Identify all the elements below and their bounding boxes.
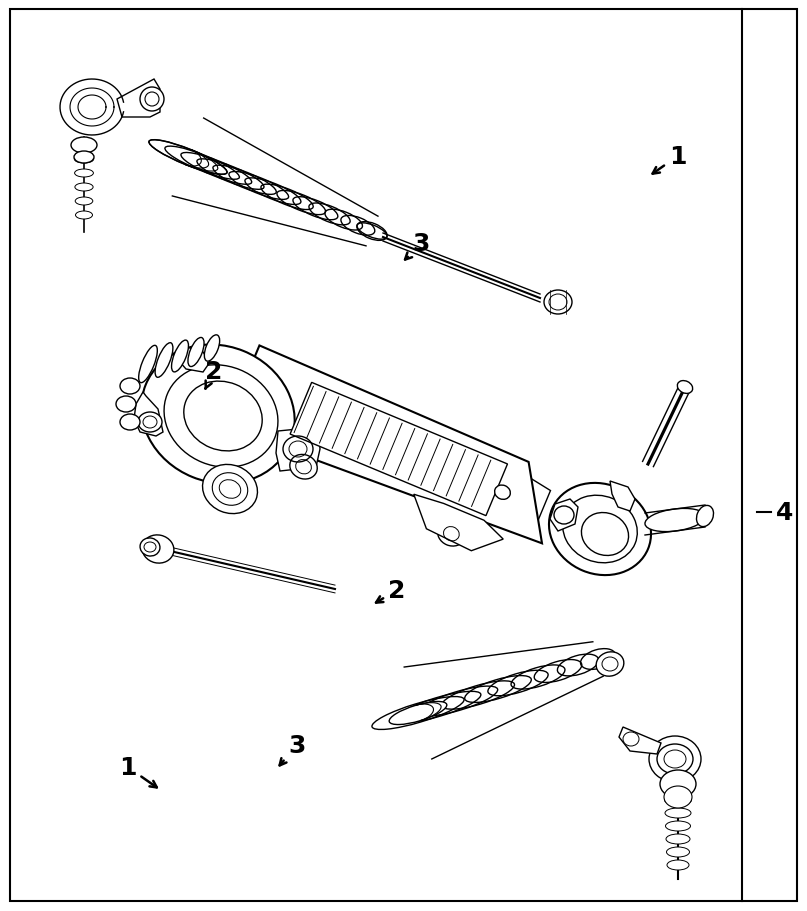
Ellipse shape [71, 138, 97, 154]
Ellipse shape [120, 415, 140, 431]
Ellipse shape [74, 142, 94, 149]
Ellipse shape [203, 465, 257, 514]
Ellipse shape [204, 335, 220, 362]
Ellipse shape [290, 455, 317, 479]
Polygon shape [619, 727, 661, 754]
Polygon shape [550, 499, 578, 531]
Text: 3: 3 [405, 232, 430, 261]
Ellipse shape [188, 338, 204, 367]
Ellipse shape [562, 496, 638, 563]
Ellipse shape [142, 536, 174, 564]
Polygon shape [173, 346, 210, 373]
Ellipse shape [138, 413, 162, 433]
Ellipse shape [696, 506, 713, 527]
Ellipse shape [212, 473, 248, 506]
Polygon shape [134, 393, 163, 436]
Polygon shape [414, 495, 504, 551]
Ellipse shape [140, 538, 160, 557]
Ellipse shape [164, 365, 278, 467]
Ellipse shape [549, 484, 651, 576]
Ellipse shape [649, 736, 701, 783]
Text: 1: 1 [653, 145, 687, 174]
Ellipse shape [667, 847, 689, 857]
Text: 2: 2 [376, 578, 406, 603]
Ellipse shape [660, 770, 696, 798]
Ellipse shape [172, 341, 189, 373]
Polygon shape [226, 346, 542, 544]
Ellipse shape [141, 345, 295, 484]
Ellipse shape [554, 507, 574, 525]
Ellipse shape [596, 652, 624, 677]
Polygon shape [117, 80, 160, 118]
Ellipse shape [74, 152, 94, 164]
Circle shape [140, 87, 164, 112]
Ellipse shape [544, 291, 572, 314]
Ellipse shape [184, 382, 262, 452]
Ellipse shape [664, 783, 692, 793]
Text: 4: 4 [776, 500, 793, 524]
Ellipse shape [155, 343, 173, 378]
Ellipse shape [437, 522, 465, 547]
Ellipse shape [677, 381, 692, 394]
Ellipse shape [75, 198, 93, 206]
Ellipse shape [623, 732, 639, 746]
Ellipse shape [74, 169, 94, 178]
Ellipse shape [75, 184, 93, 192]
Ellipse shape [139, 346, 157, 384]
Ellipse shape [657, 744, 693, 774]
Polygon shape [276, 427, 320, 472]
Ellipse shape [495, 486, 510, 500]
Ellipse shape [666, 821, 691, 831]
Text: 2: 2 [205, 360, 223, 389]
Ellipse shape [665, 808, 691, 818]
Ellipse shape [76, 211, 93, 220]
Text: 1: 1 [119, 755, 157, 787]
Ellipse shape [666, 834, 690, 844]
Ellipse shape [389, 701, 447, 725]
Text: 3: 3 [279, 733, 306, 765]
Ellipse shape [74, 156, 94, 164]
Ellipse shape [581, 513, 629, 556]
Ellipse shape [645, 509, 705, 532]
Ellipse shape [120, 379, 140, 394]
Ellipse shape [664, 786, 692, 808]
Polygon shape [290, 383, 508, 516]
Ellipse shape [116, 396, 136, 413]
Ellipse shape [667, 860, 689, 870]
Polygon shape [235, 363, 550, 527]
Ellipse shape [664, 795, 692, 805]
Polygon shape [610, 482, 635, 511]
